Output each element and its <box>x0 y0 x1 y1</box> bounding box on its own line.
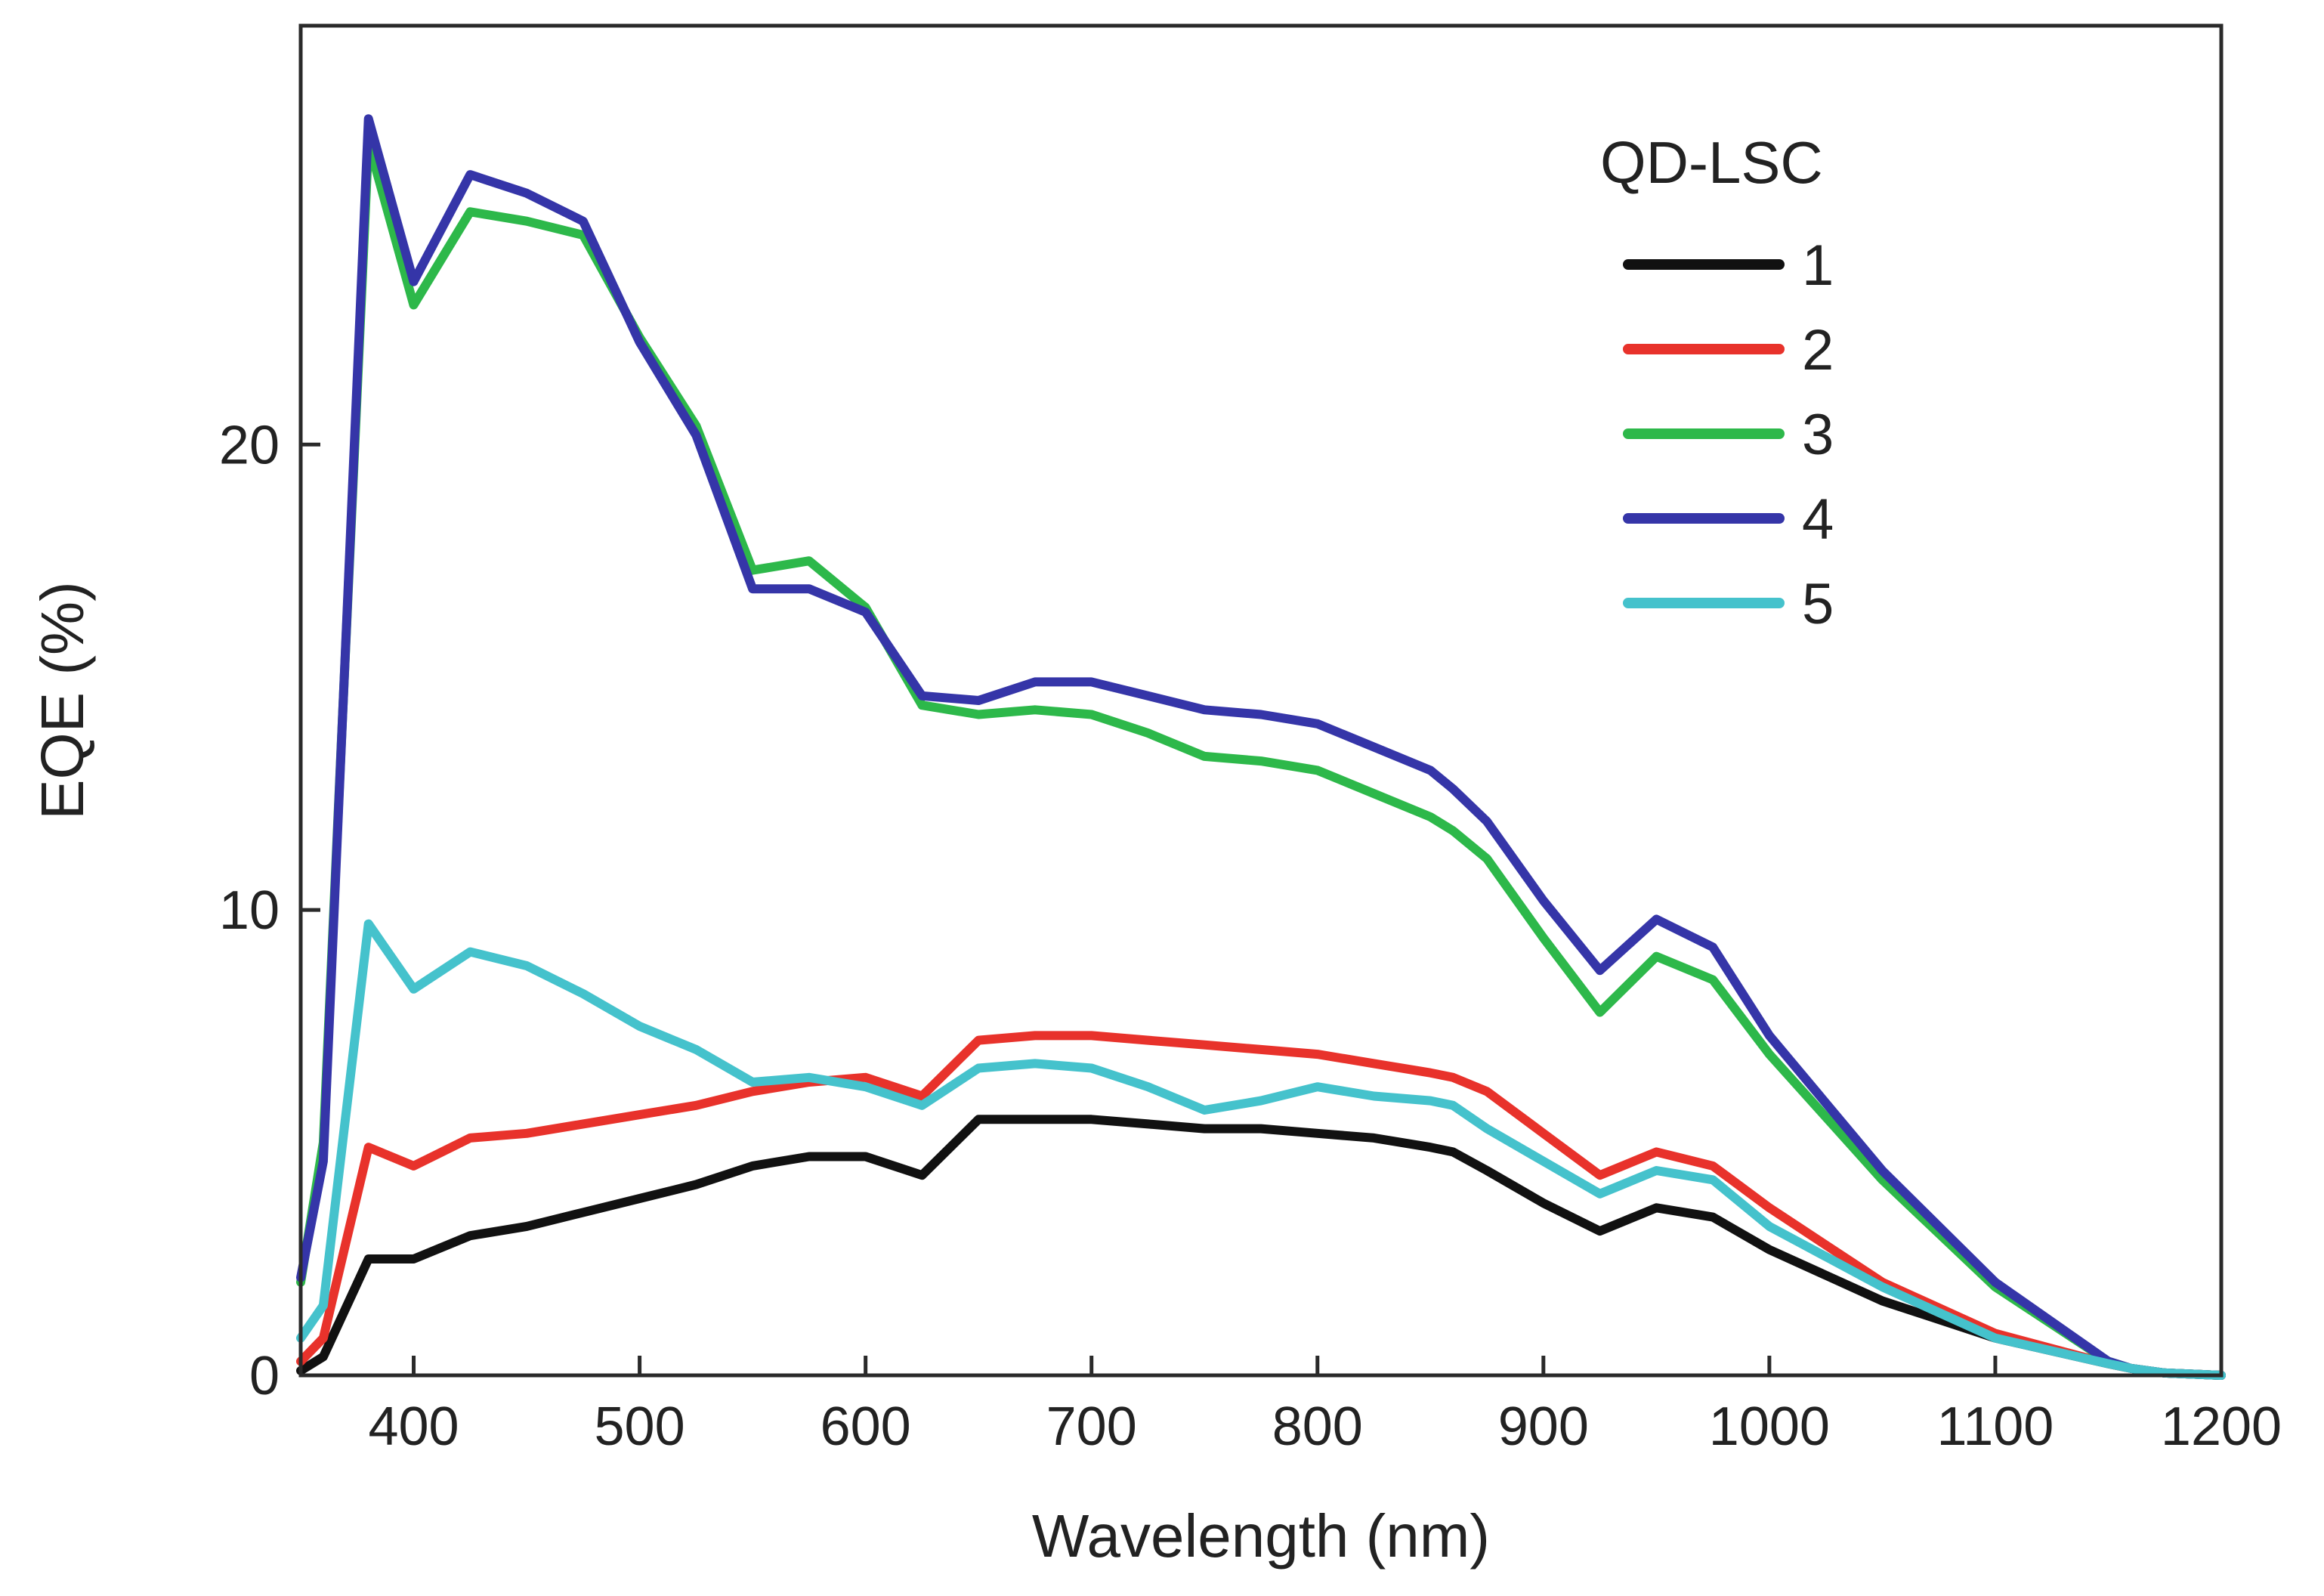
x-tick-label-400: 400 <box>368 1396 459 1457</box>
series-line-5 <box>296 919 2226 1380</box>
axis-ticks <box>301 442 2224 1378</box>
legend: QD-LSC 1 2 3 4 5 <box>1600 129 1834 636</box>
x-tick-label-800: 800 <box>1272 1396 1363 1457</box>
axis-tick-labels: 400 500 600 700 800 900 1000 1100 1200 0 10 20 <box>219 415 2282 1457</box>
series-line-3 <box>296 138 2226 1380</box>
legend-label-5: 5 <box>1802 572 1834 636</box>
series-lines <box>296 114 2226 1380</box>
x-tick-label-500: 500 <box>595 1396 685 1457</box>
legend-label-1: 1 <box>1802 234 1834 298</box>
y-tick-label-20: 20 <box>219 415 280 475</box>
series-line-2 <box>296 1031 2226 1380</box>
series-line-4 <box>296 114 2226 1380</box>
x-tick-label-700: 700 <box>1046 1396 1137 1457</box>
y-tick-label-10: 10 <box>219 880 280 941</box>
series-line-1 <box>296 1115 2226 1380</box>
x-tick-label-1100: 1100 <box>1937 1396 2054 1457</box>
x-tick-label-1200: 1200 <box>2161 1396 2282 1457</box>
y-tick-label-0: 0 <box>249 1346 280 1406</box>
x-tick-label-600: 600 <box>821 1396 911 1457</box>
x-axis-title: Wavelength (nm) <box>1032 1502 1490 1570</box>
x-tick-label-900: 900 <box>1498 1396 1589 1457</box>
legend-label-2: 2 <box>1802 318 1834 382</box>
legend-title: QD-LSC <box>1600 129 1823 196</box>
legend-label-3: 3 <box>1802 403 1834 467</box>
y-axis-title: EQE (%) <box>29 581 96 820</box>
plot-frame <box>298 23 2224 1378</box>
legend-label-4: 4 <box>1802 487 1834 552</box>
x-tick-label-1000: 1000 <box>1709 1396 1830 1457</box>
